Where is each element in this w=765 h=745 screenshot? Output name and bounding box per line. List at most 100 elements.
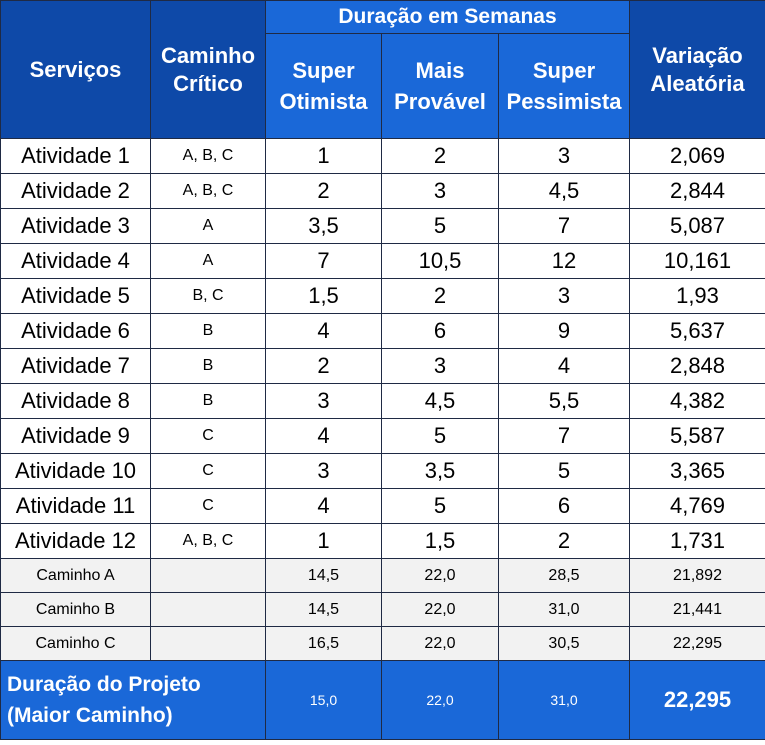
- header-mais-provavel: Mais Provável: [381, 33, 499, 139]
- activity-path: B: [150, 313, 266, 349]
- activity-variacao: 10,161: [629, 243, 765, 279]
- activity-path: A, B, C: [150, 523, 266, 559]
- activity-pessimista: 4,5: [498, 173, 630, 209]
- total-provavel: 22,0: [381, 660, 499, 740]
- caminho-variacao: 21,441: [629, 592, 765, 627]
- activity-pessimista: 3: [498, 138, 630, 174]
- activity-name: Atividade 8: [0, 383, 151, 419]
- caminho-path-empty: [150, 558, 266, 593]
- activity-pessimista: 4: [498, 348, 630, 384]
- activity-provavel: 3: [381, 348, 499, 384]
- activity-path: C: [150, 453, 266, 489]
- activity-row: Atividade 5 B, C 1,5 2 3 1,93: [0, 278, 765, 314]
- header-caminho-critico: Caminho Crítico: [150, 0, 266, 139]
- activity-path: C: [150, 418, 266, 454]
- activity-row: Atividade 8 B 3 4,5 5,5 4,382: [0, 383, 765, 419]
- activity-provavel: 5: [381, 418, 499, 454]
- activity-row: Atividade 12 A, B, C 1 1,5 2 1,731: [0, 523, 765, 559]
- activity-otimista: 3,5: [265, 208, 382, 244]
- activity-otimista: 4: [265, 418, 382, 454]
- activity-variacao: 2,069: [629, 138, 765, 174]
- activity-provavel: 3: [381, 173, 499, 209]
- activity-path: B, C: [150, 278, 266, 314]
- activity-pessimista: 5,5: [498, 383, 630, 419]
- activity-name: Atividade 3: [0, 208, 151, 244]
- caminho-provavel: 22,0: [381, 626, 499, 661]
- activity-name: Atividade 5: [0, 278, 151, 314]
- activity-row: Atividade 10 C 3 3,5 5 3,365: [0, 453, 765, 489]
- caminho-otimista: 14,5: [265, 558, 382, 593]
- project-duration-label-line1: Duração do Projeto: [7, 673, 201, 696]
- caminho-provavel: 22,0: [381, 592, 499, 627]
- caminho-name: Caminho C: [0, 626, 151, 661]
- activity-path: A, B, C: [150, 138, 266, 174]
- activity-provavel: 10,5: [381, 243, 499, 279]
- activity-row: Atividade 4 A 7 10,5 12 10,161: [0, 243, 765, 279]
- caminho-row: Caminho A 14,5 22,0 28,5 21,892: [0, 558, 765, 593]
- header-super-otimista: Super Otimista: [265, 33, 382, 139]
- caminho-variacao: 21,892: [629, 558, 765, 593]
- total-variacao: 22,295: [629, 660, 765, 740]
- activity-pessimista: 12: [498, 243, 630, 279]
- activity-name: Atividade 2: [0, 173, 151, 209]
- activity-otimista: 1: [265, 138, 382, 174]
- activity-row: Atividade 6 B 4 6 9 5,637: [0, 313, 765, 349]
- activity-otimista: 7: [265, 243, 382, 279]
- activity-name: Atividade 6: [0, 313, 151, 349]
- activity-variacao: 3,365: [629, 453, 765, 489]
- caminho-path-empty: [150, 592, 266, 627]
- activity-provavel: 6: [381, 313, 499, 349]
- activity-row: Atividade 3 A 3,5 5 7 5,087: [0, 208, 765, 244]
- activity-row: Atividade 1 A, B, C 1 2 3 2,069: [0, 138, 765, 174]
- project-duration-label-line2: (Maior Caminho): [7, 704, 173, 727]
- caminho-pessimista: 31,0: [498, 592, 630, 627]
- header-duracao-semanas: Duração em Semanas: [265, 0, 630, 34]
- activity-name: Atividade 7: [0, 348, 151, 384]
- activity-otimista: 2: [265, 173, 382, 209]
- total-pessimista: 31,0: [498, 660, 630, 740]
- activity-variacao: 1,93: [629, 278, 765, 314]
- activity-otimista: 1,5: [265, 278, 382, 314]
- activity-name: Atividade 9: [0, 418, 151, 454]
- total-otimista: 15,0: [265, 660, 382, 740]
- activity-provavel: 3,5: [381, 453, 499, 489]
- caminho-otimista: 14,5: [265, 592, 382, 627]
- activity-path: A, B, C: [150, 173, 266, 209]
- header-super-pessimista: Super Pessimista: [498, 33, 630, 139]
- activity-name: Atividade 4: [0, 243, 151, 279]
- project-total-row: Duração do Projeto (Maior Caminho) 15,0 …: [0, 660, 765, 740]
- activity-pessimista: 5: [498, 453, 630, 489]
- activity-name: Atividade 12: [0, 523, 151, 559]
- activity-variacao: 4,382: [629, 383, 765, 419]
- header-servicos: Serviços: [0, 0, 151, 139]
- header-variacao-aleatoria: Variação Aleatória: [629, 0, 765, 139]
- activity-pessimista: 3: [498, 278, 630, 314]
- activity-name: Atividade 1: [0, 138, 151, 174]
- activity-variacao: 5,587: [629, 418, 765, 454]
- activity-provavel: 5: [381, 488, 499, 524]
- activity-otimista: 4: [265, 313, 382, 349]
- activity-variacao: 5,087: [629, 208, 765, 244]
- activity-variacao: 5,637: [629, 313, 765, 349]
- project-duration-label: Duração do Projeto (Maior Caminho): [0, 660, 266, 740]
- caminho-name: Caminho B: [0, 592, 151, 627]
- activity-otimista: 3: [265, 383, 382, 419]
- activity-otimista: 4: [265, 488, 382, 524]
- activity-path: A: [150, 243, 266, 279]
- activity-otimista: 1: [265, 523, 382, 559]
- activity-path: B: [150, 383, 266, 419]
- caminho-path-empty: [150, 626, 266, 661]
- activity-variacao: 2,844: [629, 173, 765, 209]
- activity-variacao: 4,769: [629, 488, 765, 524]
- activity-variacao: 1,731: [629, 523, 765, 559]
- activity-row: Atividade 2 A, B, C 2 3 4,5 2,844: [0, 173, 765, 209]
- caminho-row: Caminho C 16,5 22,0 30,5 22,295: [0, 626, 765, 661]
- activity-name: Atividade 11: [0, 488, 151, 524]
- activity-pessimista: 7: [498, 208, 630, 244]
- caminho-otimista: 16,5: [265, 626, 382, 661]
- activity-otimista: 2: [265, 348, 382, 384]
- activity-provavel: 4,5: [381, 383, 499, 419]
- caminho-name: Caminho A: [0, 558, 151, 593]
- activity-pessimista: 7: [498, 418, 630, 454]
